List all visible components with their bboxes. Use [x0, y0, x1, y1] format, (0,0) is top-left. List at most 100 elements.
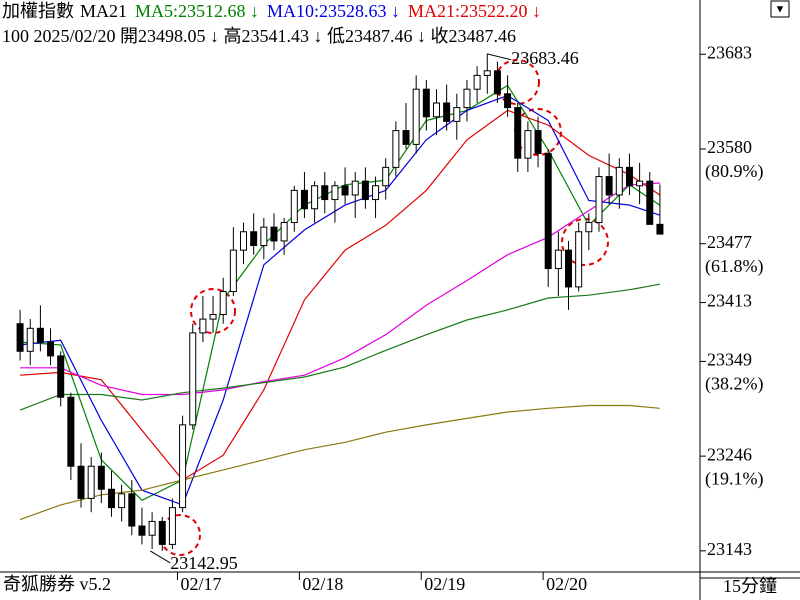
- candle-body: [179, 424, 187, 509]
- ma-line: [19, 404, 660, 521]
- candle-body: [646, 180, 654, 225]
- candle-body: [321, 185, 329, 201]
- ma-line: [19, 283, 661, 411]
- candle-body: [148, 520, 156, 536]
- x-tick-label: 02/17: [181, 574, 222, 594]
- candle-body: [26, 327, 34, 352]
- candle-body: [554, 249, 562, 270]
- candle-body: [97, 465, 105, 490]
- fib-label: (38.2%): [705, 374, 763, 395]
- ma-line: [20, 109, 661, 481]
- menu-button[interactable]: [770, 0, 790, 18]
- candle-body: [372, 185, 380, 201]
- y-tick-label: 23349: [707, 350, 752, 370]
- candle-body: [514, 107, 522, 159]
- candle-body: [453, 107, 461, 122]
- candle-body: [270, 226, 278, 242]
- candle-body: [605, 176, 613, 196]
- candle-body: [36, 327, 44, 343]
- candle-body: [128, 493, 136, 527]
- candle-body: [534, 130, 542, 155]
- candle-body: [422, 88, 430, 118]
- menu-icon[interactable]: ▼: [775, 4, 786, 16]
- candle-body: [544, 153, 552, 270]
- candle-body: [402, 130, 410, 145]
- candle-body: [240, 231, 248, 251]
- candle-body: [280, 222, 288, 242]
- candle-body: [250, 231, 258, 247]
- candle-body: [493, 70, 501, 95]
- candle-body: [524, 130, 532, 159]
- fib-label: (19.1%): [705, 468, 763, 489]
- y-tick-label: 23477: [707, 232, 752, 252]
- candle-body: [67, 396, 75, 467]
- candle-body: [158, 520, 166, 545]
- candle-body: [168, 507, 176, 545]
- candle-body: [432, 102, 440, 118]
- candle-body: [615, 166, 623, 196]
- footer-left: 奇狐勝券 v5.2: [3, 574, 111, 594]
- candle-body: [382, 166, 390, 187]
- chart-title: 加權指數: [2, 1, 74, 21]
- candle-body: [189, 332, 197, 426]
- fib-label: (80.9%): [705, 161, 763, 182]
- candle-body: [199, 318, 207, 334]
- candle-body: [16, 323, 24, 352]
- candle-body: [504, 93, 512, 109]
- candle-body: [260, 226, 268, 247]
- candle-body: [118, 493, 126, 509]
- candle-body: [107, 488, 115, 509]
- legend-item: MA21:23522.20 ↓: [408, 1, 541, 21]
- annotation: 23683.46: [511, 48, 579, 68]
- highlight-circle: [159, 514, 201, 556]
- fib-label: (61.8%): [705, 256, 763, 277]
- y-tick-label: 23683: [707, 42, 752, 62]
- candle-body: [351, 180, 359, 196]
- candle-body: [57, 355, 65, 398]
- header-line: 加權指數 MA21 MA5:23512.68 ↓ MA10:23528.63 ↓ MA2…: [2, 1, 541, 21]
- candle-body: [300, 189, 308, 210]
- candle-body: [483, 70, 491, 76]
- candle-body: [290, 189, 298, 224]
- candle-body: [138, 525, 146, 536]
- candle-body: [443, 102, 451, 122]
- x-tick-label: 02/19: [424, 574, 465, 594]
- ma-line: [20, 182, 660, 396]
- candle-body: [636, 180, 644, 187]
- y-tick-label: 23143: [707, 539, 752, 559]
- candle-body: [565, 249, 573, 288]
- y-tick-label: 23246: [707, 444, 752, 464]
- y-tick-label: 23413: [707, 291, 752, 311]
- candle-body: [463, 88, 471, 109]
- candle-body: [219, 291, 227, 316]
- candle-body: [229, 249, 237, 293]
- candle-body: [77, 465, 85, 499]
- highlight-circle: [494, 59, 540, 105]
- candle-body: [87, 465, 95, 499]
- legend-item: MA10:23528.63 ↓: [267, 1, 400, 21]
- candle-body: [625, 166, 633, 187]
- highlight-circle: [514, 108, 562, 156]
- candle-body: [209, 314, 217, 320]
- annotation-leader: [150, 550, 171, 564]
- x-tick-label: 02/18: [302, 574, 343, 594]
- plot: [16, 53, 664, 564]
- highlight-circle: [561, 218, 609, 266]
- x-tick-label: 02/20: [546, 574, 587, 594]
- candle-body: [656, 223, 664, 235]
- ma-line: [20, 94, 661, 506]
- highlight-circles: [159, 59, 609, 556]
- candle-body: [585, 222, 593, 233]
- annotation-leader: [487, 53, 512, 61]
- candle-body: [595, 176, 603, 224]
- y-tick-label: 23580: [707, 137, 752, 157]
- candle-body: [341, 185, 349, 196]
- candle-body: [331, 185, 339, 201]
- candle-body: [412, 88, 420, 145]
- candle-body: [473, 74, 481, 90]
- info-line: 100 2025/02/20 開23498.05 ↓ 高23541.43 ↓ 低…: [2, 26, 516, 46]
- candle-body: [47, 341, 55, 357]
- highlight-circle: [190, 288, 236, 334]
- candle-body: [392, 130, 400, 168]
